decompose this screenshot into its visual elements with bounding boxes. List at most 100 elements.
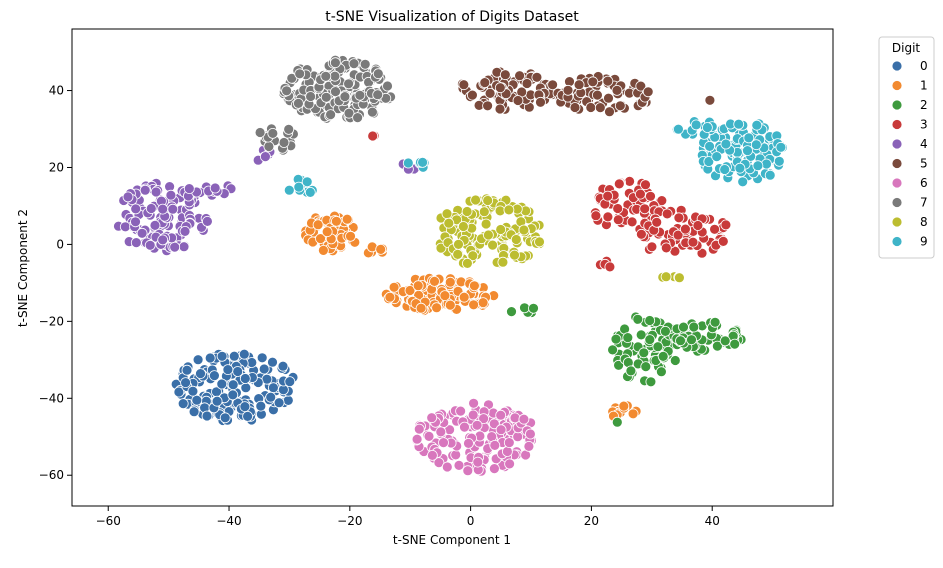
scatter-point-digit-6 <box>512 431 524 443</box>
scatter-point-digit-5 <box>573 79 585 91</box>
plot-frame <box>71 28 834 507</box>
y-tick-label: −40 <box>39 391 64 405</box>
scatter-point-digit-2 <box>528 302 539 314</box>
scatter-point-digit-6 <box>523 440 535 452</box>
scatter-point-digit-4 <box>122 191 134 203</box>
scatter-point-digit-0 <box>255 400 267 412</box>
scatter-point-digit-4 <box>144 239 156 251</box>
scatter-point-digit-5 <box>466 89 478 101</box>
scatter-point-digit-8 <box>478 206 490 218</box>
scatter-point-digit-6 <box>462 465 474 477</box>
x-tick-label: −20 <box>337 514 362 528</box>
scatter-point-digit-2 <box>622 332 634 344</box>
scatter-point-digit-4 <box>183 183 195 195</box>
legend-label-digit-4: 4 <box>920 137 928 151</box>
legend-marker-digit-9 <box>891 236 903 247</box>
scatter-point-digit-2 <box>645 376 657 388</box>
scatter-point-digit-0 <box>267 356 278 368</box>
scatter-point-digit-9 <box>704 140 715 152</box>
scatter-point-digit-8 <box>461 257 473 269</box>
scatter-point-digit-2 <box>709 316 721 328</box>
legend-title: Digit <box>892 41 921 55</box>
points-layer <box>113 54 788 477</box>
scatter-point-digit-4 <box>136 227 148 239</box>
series-digit-7 <box>254 54 397 156</box>
scatter-point-digit-2 <box>660 325 671 337</box>
scatter-point-digit-3 <box>696 247 708 259</box>
series-digit-2 <box>506 302 747 428</box>
scatter-point-digit-0 <box>284 376 296 388</box>
legend-label-digit-1: 1 <box>920 79 928 93</box>
scatter-point-digit-5 <box>594 102 606 113</box>
scatter-point-digit-8 <box>470 194 482 206</box>
scatter-point-digit-0 <box>239 373 251 384</box>
scatter-point-digit-1 <box>458 291 470 303</box>
scatter-point-digit-4 <box>179 225 191 237</box>
scatter-point-digit-5 <box>514 70 525 82</box>
series-digit-8 <box>434 193 685 284</box>
scatter-point-digit-3 <box>604 261 616 273</box>
scatter-point-digit-5 <box>635 80 647 92</box>
scatter-point-digit-7 <box>348 58 360 69</box>
scatter-point-digit-8 <box>480 218 492 230</box>
x-tick-label: 20 <box>584 514 599 528</box>
scatter-point-digit-4 <box>157 203 169 215</box>
legend-marker-digit-2 <box>891 99 903 111</box>
x-tick-label: 0 <box>467 514 475 528</box>
scatter-point-digit-8 <box>660 271 672 283</box>
scatter-point-digit-1 <box>429 275 440 287</box>
scatter-point-digit-5 <box>547 79 558 91</box>
series-digit-4 <box>113 144 420 257</box>
scatter-point-digit-2 <box>729 338 741 350</box>
scatter-point-digit-8 <box>518 224 530 236</box>
y-tick-label: −60 <box>39 468 64 482</box>
scatter-point-digit-0 <box>238 348 250 360</box>
scatter-point-digit-8 <box>461 206 473 217</box>
scatter-point-digit-4 <box>149 219 161 231</box>
scatter-point-digit-5 <box>535 96 546 108</box>
scatter-point-digit-5 <box>704 94 716 106</box>
scatter-point-digit-9 <box>402 157 414 169</box>
scatter-point-digit-5 <box>614 100 626 112</box>
scatter-point-digit-0 <box>227 379 239 391</box>
scatter-point-digit-5 <box>531 71 543 83</box>
scatter-point-digit-9 <box>775 141 787 153</box>
legend-label-digit-2: 2 <box>920 98 928 112</box>
scatter-point-digit-2 <box>678 321 689 333</box>
scatter-point-digit-6 <box>413 423 425 435</box>
scatter-point-digit-4 <box>150 186 162 198</box>
scatter-point-digit-5 <box>494 82 506 94</box>
series-digit-9 <box>283 116 788 198</box>
legend-label-digit-3: 3 <box>920 118 928 132</box>
scatter-point-digit-6 <box>468 397 480 409</box>
scatter-point-digit-4 <box>259 151 271 163</box>
legend-marker-digit-1 <box>891 80 903 91</box>
scatter-point-digit-4 <box>139 184 151 196</box>
scatter-point-digit-4 <box>157 234 169 246</box>
scatter-point-digit-0 <box>242 410 254 422</box>
scatter-point-digit-6 <box>525 428 536 440</box>
scatter-point-digit-2 <box>610 333 622 345</box>
scatter-point-digit-8 <box>674 272 685 284</box>
scatter-point-digit-1 <box>468 280 480 292</box>
scatter-point-digit-1 <box>330 215 342 227</box>
scatter-point-digit-7 <box>281 85 293 97</box>
legend-marker-digit-4 <box>891 138 903 150</box>
legend-marker-digit-5 <box>891 158 903 169</box>
scatter-point-digit-0 <box>191 394 203 406</box>
scatter-point-digit-5 <box>562 84 574 96</box>
legend: Digit 0 1 2 3 4 5 6 7 8 9 <box>878 36 935 259</box>
scatter-point-digit-2 <box>632 313 644 325</box>
scatter-point-digit-5 <box>587 76 599 88</box>
scatter-point-digit-7 <box>366 106 378 118</box>
scatter-point-digit-0 <box>177 398 189 410</box>
scatter-point-digit-6 <box>426 412 438 424</box>
scatter-point-digit-9 <box>719 164 731 175</box>
legend-marker-digit-0 <box>891 60 903 72</box>
scatter-point-digit-9 <box>690 119 702 131</box>
scatter-point-digit-9 <box>733 118 745 130</box>
scatter-point-digit-2 <box>607 344 618 356</box>
scatter-point-digit-5 <box>479 77 491 88</box>
scatter-point-digit-2 <box>625 365 637 377</box>
scatter-point-digit-4 <box>209 182 221 194</box>
